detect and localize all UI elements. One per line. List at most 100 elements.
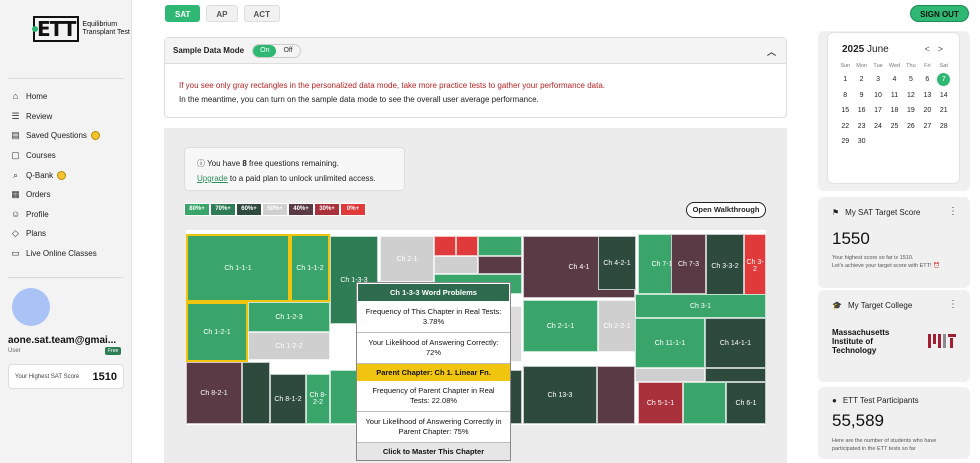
popover-title: Ch 1-3-3 Word Problems	[357, 283, 510, 302]
treemap-block[interactable]: Ch 3-2	[744, 234, 766, 298]
sample-data-header[interactable]: Sample Data Mode On Off ︿	[165, 38, 786, 64]
toggle-on[interactable]: On	[253, 44, 277, 57]
calendar-day[interactable]: 6	[925, 76, 930, 83]
treemap-block[interactable]: Ch 4-2-1	[598, 236, 636, 290]
treemap-block[interactable]: Ch 1-2-2	[248, 332, 330, 360]
calendar-day[interactable]: 24	[874, 122, 882, 130]
calendar-day[interactable]: 15	[841, 107, 850, 115]
avatar[interactable]	[12, 288, 50, 326]
treemap-block[interactable]	[705, 368, 766, 382]
legend-item: 80%+	[184, 203, 210, 216]
calendar-day[interactable]: 11	[890, 91, 899, 99]
treemap-block[interactable]	[434, 236, 456, 256]
treemap-block[interactable]	[478, 256, 522, 274]
sidebar-item-home[interactable]: ⌂ Home	[11, 87, 100, 107]
upgrade-link[interactable]: Upgrade	[197, 174, 228, 183]
orders-icon: ▦	[11, 189, 20, 200]
open-walkthrough-button[interactable]: Open Walkthrough	[686, 202, 766, 218]
treemap-block[interactable]	[683, 382, 726, 424]
treemap-block[interactable]	[242, 362, 270, 424]
treemap-block[interactable]: Ch 8-2-2	[306, 374, 330, 424]
treemap-block[interactable]: Ch 1-2-1	[186, 302, 248, 362]
college-name: Massachusetts Institute of Technology	[832, 328, 889, 355]
tab-act[interactable]: ACT	[243, 5, 280, 22]
chevron-right-icon[interactable]: >	[937, 44, 951, 54]
sidebar-item-live-classes[interactable]: ▭ Live Online Classes	[11, 244, 100, 264]
treemap-block[interactable]: Ch 14-1-1	[705, 318, 766, 368]
calendar-day[interactable]: 22	[841, 122, 850, 130]
treemap-block[interactable]: Ch 13-3	[523, 366, 597, 424]
calendar-weekday: Thu	[906, 63, 916, 69]
treemap-block[interactable]: Ch 5-1-1	[638, 382, 683, 424]
highest-score-label: Your Highest SAT Score	[15, 373, 80, 380]
popover-parent-chapter: Parent Chapter: Ch 1. Linear Fn.	[357, 364, 510, 381]
calendar-day[interactable]: 10	[874, 91, 882, 99]
sidebar-item-label: Live Online Classes	[26, 249, 97, 259]
treemap-block[interactable]	[456, 236, 478, 256]
calendar-day[interactable]: 5	[908, 76, 913, 83]
treemap-block[interactable]: Ch 1-1-1	[186, 234, 290, 302]
treemap-block[interactable]: Ch 3-3-2	[706, 234, 744, 298]
calendar-day	[870, 134, 886, 150]
treemap-block[interactable]: Ch 2-1-1	[523, 300, 598, 352]
calendar-day[interactable]: 12	[907, 91, 915, 99]
treemap-block[interactable]	[597, 366, 635, 424]
calendar-day[interactable]: 17	[874, 107, 882, 115]
calendar-day[interactable]: 4	[892, 76, 897, 83]
calendar-day[interactable]: 30	[857, 138, 866, 146]
treemap-block[interactable]: Ch 11-1-1	[635, 318, 705, 368]
calendar-day[interactable]: 26	[907, 122, 915, 130]
sidebar-item-courses[interactable]: ▢ Courses	[11, 146, 100, 166]
calendar-day[interactable]: 28	[939, 122, 948, 130]
sample-data-toggle[interactable]: On Off	[252, 43, 301, 58]
sample-data-warning: If you see only gray rectangles in the p…	[179, 81, 606, 90]
treemap-block[interactable]: Ch 8-1-2	[270, 374, 306, 424]
treemap-block[interactable]: Ch 8-2-1	[186, 362, 242, 424]
treemap-block[interactable]	[434, 256, 478, 274]
chevron-left-icon[interactable]: <	[924, 44, 938, 54]
calendar-day[interactable]: 25	[890, 122, 899, 130]
sidebar-item-qbank[interactable]: ⌕ Q-Bank	[11, 165, 100, 185]
sidebar-item-saved-questions[interactable]: ▤ Saved Questions	[11, 126, 100, 146]
calendar-day[interactable]: 29	[841, 138, 850, 146]
calendar-day[interactable]: 7	[937, 73, 951, 86]
calendar-day[interactable]: 16	[857, 107, 866, 115]
calendar-day[interactable]: 19	[907, 107, 915, 115]
calendar-day[interactable]: 9	[859, 91, 864, 99]
calendar-day[interactable]: 8	[843, 91, 848, 99]
sidebar-item-review[interactable]: ☰ Review	[11, 107, 100, 127]
calendar-day[interactable]: 23	[857, 122, 866, 130]
sidebar-item-plans[interactable]: ◇ Plans	[11, 224, 100, 244]
more-icon[interactable]: ⋮	[948, 299, 958, 310]
home-icon: ⌂	[12, 91, 19, 102]
calendar-day[interactable]: 18	[890, 107, 899, 115]
more-icon[interactable]: ⋮	[948, 206, 958, 217]
treemap-block[interactable]	[478, 236, 522, 256]
treemap-block[interactable]: Ch 1-1-2	[290, 234, 330, 302]
calendar-day[interactable]: 3	[876, 76, 881, 83]
chevron-up-icon[interactable]: ︿	[766, 47, 776, 57]
treemap-block[interactable]: Ch 7-3	[671, 234, 706, 294]
treemap-block[interactable]: Ch 6-1	[726, 382, 766, 424]
calendar-day[interactable]: 14	[939, 91, 948, 99]
master-chapter-button[interactable]: Click to Master This Chapter	[357, 443, 510, 460]
treemap-block[interactable]: Ch 3-1	[635, 294, 766, 318]
treemap-block[interactable]: Ch 2-1	[380, 236, 434, 282]
tab-sat[interactable]: SAT	[165, 5, 201, 22]
calendar-day[interactable]: 27	[923, 122, 932, 130]
toggle-off[interactable]: Off	[283, 46, 293, 54]
calendar-day[interactable]: 2	[859, 76, 864, 83]
calendar-day[interactable]: 21	[939, 107, 948, 115]
sign-out-button[interactable]: SIGN OUT	[910, 5, 969, 22]
calendar-day[interactable]: 20	[923, 107, 932, 115]
logo[interactable]: ETT Equilibrium Transplant Test	[31, 16, 130, 42]
calendar-day[interactable]: 1	[843, 76, 848, 83]
treemap-block[interactable]	[635, 368, 705, 382]
treemap-block[interactable]: Ch 1-2-3	[248, 302, 330, 332]
sidebar-item-orders[interactable]: ▦ Orders	[11, 185, 100, 205]
sidebar-item-profile[interactable]: ☺ Profile	[11, 205, 100, 225]
college-name-line-2: Institute of	[832, 337, 873, 346]
treemap-block[interactable]: Ch 2-2-1	[598, 300, 636, 352]
calendar-day[interactable]: 13	[923, 91, 932, 99]
tab-ap[interactable]: AP	[206, 5, 238, 22]
